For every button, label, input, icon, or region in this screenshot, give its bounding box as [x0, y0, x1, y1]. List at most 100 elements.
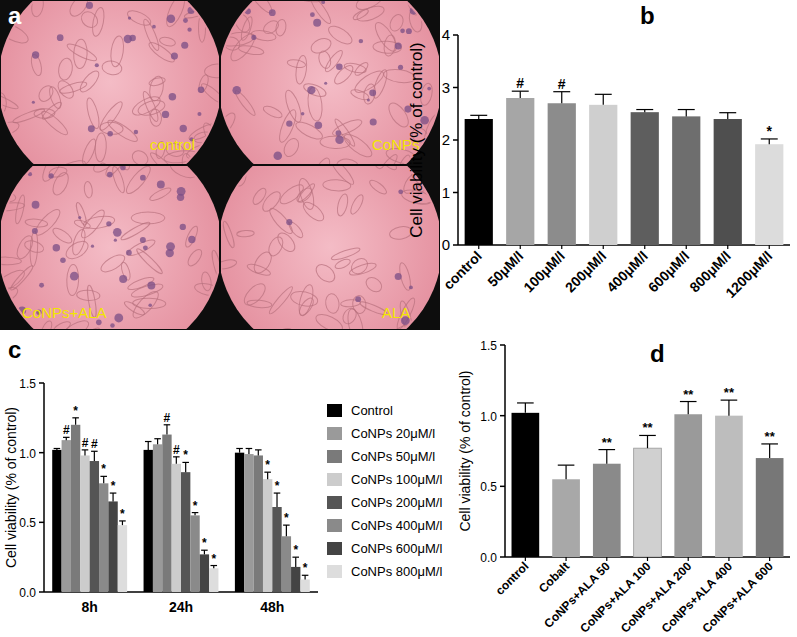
micrograph: [1, 166, 219, 329]
stained-cell: [398, 189, 403, 194]
panel-letter: b: [640, 2, 655, 29]
significance-mark: #: [82, 436, 89, 450]
error-bar: [204, 550, 205, 554]
x-tick: [686, 245, 687, 249]
cell: [309, 36, 333, 56]
stained-cell: [230, 144, 237, 151]
cell: [380, 166, 399, 172]
cell: [1, 119, 21, 139]
bar: [108, 501, 117, 592]
cell: [135, 247, 165, 276]
bar: [672, 116, 700, 245]
stained-cell: [60, 257, 66, 263]
x-tick-label: 24h: [169, 599, 193, 615]
cell: [133, 298, 166, 309]
cell: [147, 40, 177, 66]
legend-label: CoNPs 100μM/l: [351, 472, 442, 487]
cell: [221, 1, 244, 21]
cell: [32, 206, 63, 238]
significance-mark: *: [101, 462, 106, 476]
cell: [126, 237, 157, 258]
cell: [204, 63, 219, 78]
stained-cell: [301, 112, 305, 116]
x-tick: [561, 245, 562, 249]
figure: acontrolCoNPsCoNPs+ALAALA01234Cell viabi…: [0, 0, 797, 637]
bar: [714, 119, 742, 245]
cell: [323, 179, 351, 192]
cell: [23, 239, 45, 255]
cell: [120, 220, 152, 242]
error-bar: [728, 400, 729, 416]
error-cap: [54, 448, 61, 449]
cell: [246, 262, 272, 277]
cell: [348, 255, 370, 277]
error-bar: [239, 448, 240, 452]
bar: [99, 483, 108, 592]
cell: [194, 281, 219, 297]
bar: [512, 413, 540, 557]
error-bar: [258, 450, 259, 456]
y-axis-label: Cell viability (% of control): [407, 42, 426, 238]
cell: [78, 207, 108, 241]
stained-cell: [152, 25, 156, 29]
cell: [185, 247, 204, 268]
cell: [159, 36, 177, 48]
cell: [302, 81, 328, 99]
error-bar: [606, 450, 607, 464]
y-tick: [453, 87, 458, 89]
cell: [123, 166, 154, 197]
error-bar: [769, 139, 770, 144]
cell: [130, 148, 151, 164]
stained-cell: [409, 285, 413, 289]
stained-cell: [315, 122, 322, 129]
bar: [634, 448, 662, 557]
cell: [207, 306, 215, 323]
bar: [244, 454, 253, 592]
cell: [267, 206, 296, 237]
stained-cell: [398, 65, 403, 70]
legend-label: CoNPs 800μM/l: [351, 564, 442, 579]
stained-cell: [273, 151, 282, 160]
error-bar: [176, 457, 177, 464]
stained-cell: [198, 86, 205, 93]
stained-cell: [286, 219, 292, 225]
bar: [674, 414, 702, 557]
cell: [9, 264, 35, 292]
y-tick-label: 3: [442, 79, 450, 96]
cell: [163, 1, 188, 29]
stained-cell: [187, 28, 191, 32]
stained-cell: [128, 16, 131, 19]
stained-cell: [32, 101, 35, 104]
error-cap: [246, 448, 253, 449]
x-tick-label: CoNPs+ALA 200: [618, 559, 695, 636]
cell: [281, 136, 301, 159]
y-tick-label: 4: [442, 26, 450, 43]
stained-cell: [95, 63, 99, 67]
y-tick: [39, 452, 44, 454]
error-bar: [565, 465, 566, 479]
stained-cell: [32, 201, 40, 209]
x-tick-label: 8h: [81, 599, 97, 615]
cell: [200, 121, 219, 152]
bar: [62, 440, 71, 592]
cell: [221, 30, 255, 48]
legend-swatch: [327, 565, 342, 578]
cell: [83, 181, 93, 198]
y-tick: [500, 556, 505, 558]
stained-cell: [162, 111, 169, 118]
cell: [90, 7, 106, 38]
cell: [55, 78, 77, 101]
error-bar: [185, 462, 186, 472]
cell: [129, 288, 162, 322]
significance-mark: #: [516, 75, 524, 91]
stained-cell: [310, 12, 315, 17]
cell: [251, 29, 277, 42]
significance-mark: **: [765, 429, 776, 444]
y-tick: [39, 522, 44, 524]
bar: [272, 507, 281, 592]
cell: [34, 108, 55, 118]
x-tick: [727, 245, 728, 249]
cell: [343, 61, 367, 74]
bar: [465, 119, 493, 245]
stained-cell: [129, 35, 135, 41]
